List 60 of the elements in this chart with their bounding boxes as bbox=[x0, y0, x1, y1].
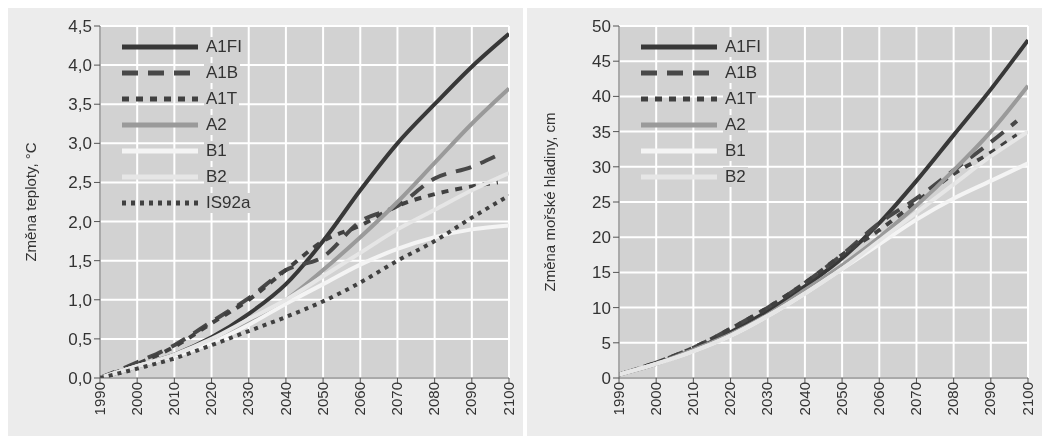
y-tick-label: 0 bbox=[601, 369, 611, 389]
y-tick-label: 0,0 bbox=[68, 369, 92, 389]
x-tick-label: 2100 bbox=[499, 382, 517, 416]
legend-label: A1FI bbox=[723, 37, 763, 57]
y-tick-label: 35 bbox=[592, 122, 611, 142]
legend-label: A2 bbox=[723, 115, 748, 135]
x-tick-label: 2050 bbox=[313, 382, 331, 416]
legend-label: A2 bbox=[204, 115, 229, 135]
legend-label: B2 bbox=[204, 167, 229, 187]
legend-label: A1B bbox=[723, 63, 760, 83]
y-tick-label: 1,0 bbox=[68, 290, 92, 310]
y-tick-label: 4,0 bbox=[68, 56, 92, 76]
legend-label: A1T bbox=[723, 89, 759, 109]
x-tick-label: 2060 bbox=[350, 382, 368, 416]
x-tick-label: 2050 bbox=[832, 382, 850, 416]
x-tick-label: 2060 bbox=[869, 382, 887, 416]
legend-label: A1B bbox=[204, 63, 241, 83]
y-tick-label: 4,5 bbox=[68, 17, 92, 37]
x-tick-label: 2000 bbox=[127, 382, 145, 416]
y-axis-title: Změna teploty, °C bbox=[22, 142, 40, 262]
legend-label: IS92a bbox=[204, 193, 253, 213]
x-tick-label: 2090 bbox=[462, 382, 480, 416]
x-tick-label: 2030 bbox=[239, 382, 257, 416]
legend-label: A1FI bbox=[204, 37, 244, 57]
x-tick-label: 2090 bbox=[981, 382, 999, 416]
x-tick-label: 2080 bbox=[425, 382, 443, 416]
y-tick-label: 2,5 bbox=[68, 173, 92, 193]
y-tick-label: 1,5 bbox=[68, 251, 92, 271]
x-tick-label: 2100 bbox=[1018, 382, 1036, 416]
x-tick-label: 2040 bbox=[795, 382, 813, 416]
y-tick-label: 40 bbox=[592, 87, 611, 107]
y-tick-label: 3,0 bbox=[68, 134, 92, 154]
y-tick-label: 15 bbox=[592, 263, 611, 283]
x-tick-label: 2040 bbox=[276, 382, 294, 416]
x-tick-label: 1990 bbox=[609, 382, 627, 416]
x-tick-label: 2020 bbox=[202, 382, 220, 416]
y-tick-label: 3,5 bbox=[68, 95, 92, 115]
y-tick-label: 5 bbox=[601, 333, 611, 353]
y-tick-label: 2,0 bbox=[68, 212, 92, 232]
x-tick-label: 2070 bbox=[388, 382, 406, 416]
y-tick-label: 20 bbox=[592, 228, 611, 248]
x-tick-label: 2010 bbox=[165, 382, 183, 416]
legend-label: B1 bbox=[204, 141, 229, 161]
y-tick-label: 45 bbox=[592, 52, 611, 72]
y-tick-label: 30 bbox=[592, 157, 611, 177]
x-tick-label: 2070 bbox=[907, 382, 925, 416]
y-tick-label: 50 bbox=[592, 17, 611, 37]
y-tick-label: 25 bbox=[592, 193, 611, 213]
legend-label: A1T bbox=[204, 89, 240, 109]
y-tick-label: 10 bbox=[592, 298, 611, 318]
x-tick-label: 1990 bbox=[90, 382, 108, 416]
legend-label: B2 bbox=[723, 167, 748, 187]
x-tick-label: 2030 bbox=[758, 382, 776, 416]
x-tick-label: 2010 bbox=[684, 382, 702, 416]
x-tick-label: 2000 bbox=[646, 382, 664, 416]
y-axis-title: Změna mořské hladiny, cm bbox=[541, 112, 559, 292]
x-tick-label: 2020 bbox=[721, 382, 739, 416]
y-tick-label: 0,5 bbox=[68, 329, 92, 349]
x-tick-label: 2080 bbox=[944, 382, 962, 416]
legend-label: B1 bbox=[723, 141, 748, 161]
